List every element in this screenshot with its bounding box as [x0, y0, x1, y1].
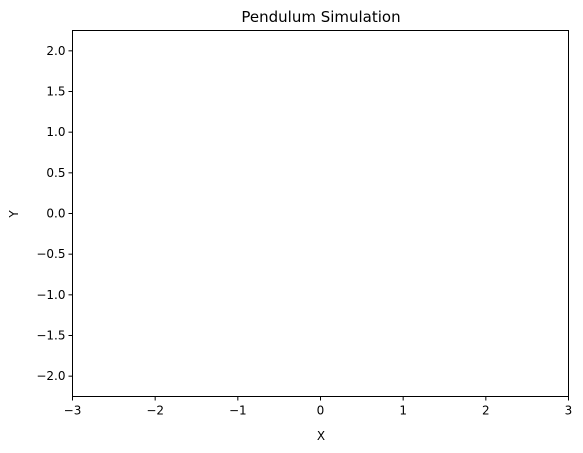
y-tick-label: 0.5 [46, 166, 65, 180]
plot-frame [72, 30, 569, 397]
x-tick-label: −2 [146, 404, 164, 418]
y-tick-label: 2.0 [46, 44, 65, 58]
x-axis-label: X [317, 429, 325, 443]
x-tick-label: 3 [565, 404, 573, 418]
plot-background [72, 30, 569, 397]
chart-title: Pendulum Simulation [241, 8, 400, 26]
x-tick-label: 0 [317, 404, 325, 418]
y-tick-label: −1.5 [36, 329, 65, 343]
y-tick-label: −2.0 [36, 369, 65, 383]
y-tick-label: −1.0 [36, 288, 65, 302]
x-tick-label: −3 [64, 404, 82, 418]
y-tick-label: 0.0 [46, 207, 65, 221]
y-tick-label: −0.5 [36, 247, 65, 261]
y-tick-label: 1.0 [46, 125, 65, 139]
y-axis-ticks: −2.0 −1.5 −1.0 −0.5 0.0 0.5 1.0 1.5 2.0 [36, 44, 73, 383]
y-axis-label: Y [7, 210, 21, 219]
y-tick-label: 1.5 [46, 85, 65, 99]
plot-area [72, 30, 569, 397]
x-tick-label: −1 [229, 404, 247, 418]
x-tick-label: 2 [482, 404, 490, 418]
x-tick-label: 1 [399, 404, 407, 418]
x-axis-ticks: −3 −2 −1 0 1 2 3 [64, 396, 573, 418]
